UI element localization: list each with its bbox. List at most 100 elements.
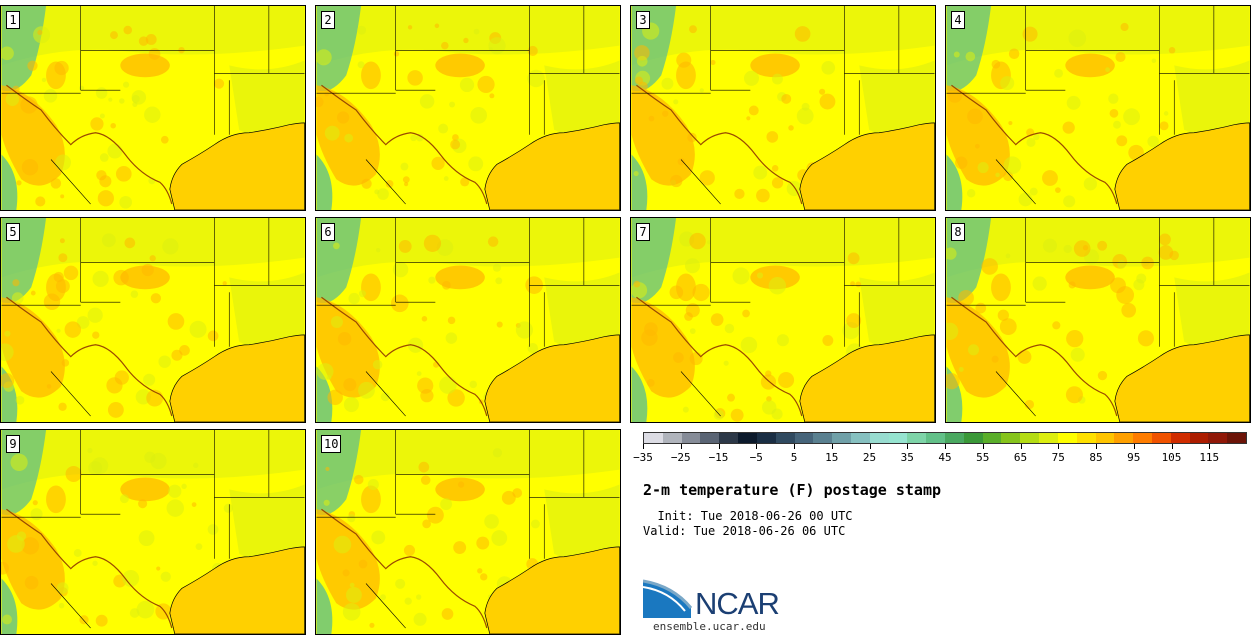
temperature-speckle (214, 78, 225, 89)
temperature-speckle (966, 189, 976, 198)
warm-region (435, 53, 485, 78)
temperature-map (316, 430, 620, 634)
temperature-speckle (794, 26, 811, 42)
member-panel-6[interactable]: 6 (315, 217, 621, 423)
ncar-logo-icon (643, 579, 693, 618)
temperature-speckle (501, 490, 516, 505)
warm-region (1, 297, 65, 398)
temperature-speckle (460, 177, 470, 187)
temperature-speckle (975, 302, 987, 314)
colorbar-swatch (756, 433, 776, 443)
temperature-speckle (91, 457, 109, 475)
temperature-speckle (333, 242, 340, 250)
member-panel-2[interactable]: 2 (315, 5, 621, 211)
temperature-speckle (766, 131, 779, 143)
temperature-speckle (480, 573, 488, 581)
colorbar-swatch (700, 433, 720, 443)
temperature-speckle (122, 81, 130, 88)
temperature-speckle (371, 530, 386, 545)
temperature-speckle (470, 107, 488, 124)
state-border (365, 159, 406, 205)
member-panel-1[interactable]: 1 (0, 5, 306, 211)
temperature-speckle (821, 60, 836, 75)
temperature-speckle (400, 162, 409, 171)
gulf-of-mexico (169, 334, 305, 422)
temperature-speckle (637, 81, 648, 92)
temperature-speckle (442, 280, 451, 290)
temperature-speckle (981, 258, 998, 275)
member-panel-5[interactable]: 5 (0, 217, 306, 423)
warm-region (1065, 265, 1115, 290)
temperature-speckle (646, 379, 655, 387)
temperature-speckle (1109, 108, 1119, 118)
temperature-speckle (449, 101, 456, 108)
temperature-speckle (333, 535, 352, 554)
colorbar-tick-label: −35 (633, 451, 653, 464)
site-url[interactable]: ensemble.ucar.edu (653, 620, 766, 633)
temperature-speckle (189, 320, 207, 338)
rio-grande-river (6, 508, 173, 629)
cool-region (229, 484, 305, 563)
temperature-speckle (10, 453, 28, 471)
temperature-speckle (1029, 187, 1038, 196)
temperature-speckle (1008, 120, 1013, 126)
member-panel-4[interactable]: 4 (945, 5, 1251, 211)
temperature-speckle (1066, 330, 1084, 348)
colorbar-swatch (832, 433, 851, 443)
colorbar-swatch (888, 433, 908, 443)
temperature-map (316, 6, 620, 210)
member-panel-9[interactable]: 9 (0, 429, 306, 635)
colorbar-swatch (1133, 433, 1152, 443)
colorbar-tick (1096, 444, 1097, 449)
temperature-speckle (670, 174, 683, 188)
colorbar-tick (680, 444, 682, 449)
temperature-speckle (447, 389, 465, 407)
temperature-speckle (87, 307, 103, 323)
temperature-speckle (662, 110, 669, 117)
temperature-speckle (689, 25, 697, 34)
temperature-speckle (337, 331, 352, 346)
temperature-speckle (1133, 279, 1145, 291)
gulf-of-mexico (1114, 334, 1250, 422)
member-panel-8[interactable]: 8 (945, 217, 1251, 423)
colorbar-swatch (963, 433, 983, 443)
temperature-speckle (633, 280, 641, 288)
temperature-speckle (349, 582, 355, 588)
temperature-speckle (495, 277, 503, 285)
colorbar-swatch (644, 433, 663, 443)
temperature-speckle (64, 321, 82, 338)
temperature-speckle (953, 51, 960, 58)
temperature-speckle (1066, 95, 1081, 110)
temperature-speckle (489, 93, 495, 99)
colorbar-tick (945, 444, 946, 449)
cool-region (316, 430, 620, 490)
cool-region (631, 218, 935, 278)
temperature-speckle (732, 267, 750, 285)
cool-region (1, 218, 305, 278)
member-panel-3[interactable]: 3 (630, 5, 936, 211)
temperature-speckle (850, 281, 856, 287)
temperature-speckle (95, 614, 108, 627)
member-panel-7[interactable]: 7 (630, 217, 936, 423)
temperature-speckle (193, 462, 199, 469)
temperature-speckle (699, 170, 715, 186)
temperature-speckle (946, 373, 960, 390)
temperature-speckle (723, 360, 729, 366)
temperature-speckle (772, 73, 783, 85)
colorbar-swatch (719, 433, 739, 443)
temperature-speckle (114, 370, 129, 385)
rio-grande-river (636, 84, 803, 205)
temperature-speckle (965, 51, 976, 62)
temperature-speckle (97, 190, 114, 207)
temperature-speckle (343, 397, 359, 413)
member-panel-10[interactable]: 10 (315, 429, 621, 635)
member-label: 7 (636, 223, 650, 241)
temperature-speckle (1, 561, 10, 575)
temperature-speckle (358, 290, 366, 298)
gulf-of-mexico (484, 546, 620, 634)
temperature-speckle (43, 89, 58, 103)
temperature-speckle (16, 180, 22, 186)
temperature-speckle (1121, 302, 1137, 318)
temperature-speckle (407, 70, 423, 86)
temperature-speckle (416, 133, 424, 142)
